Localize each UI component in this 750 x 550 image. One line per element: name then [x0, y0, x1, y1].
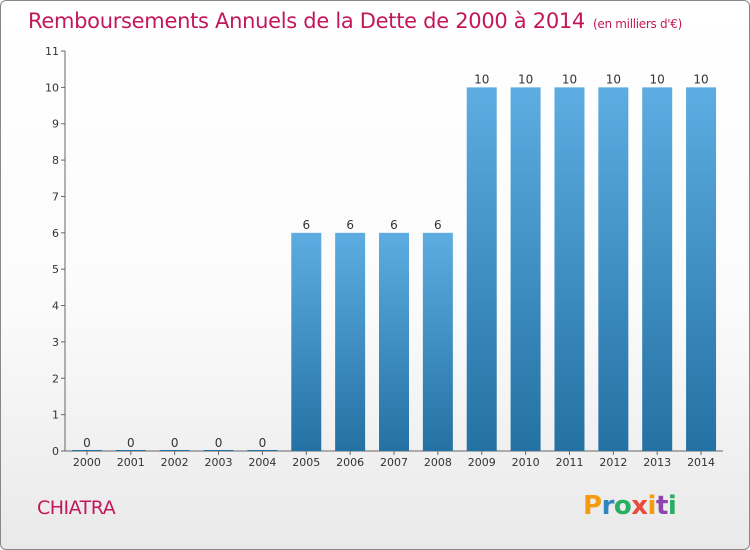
bar	[510, 87, 541, 451]
logo-letter: x	[631, 491, 648, 521]
y-tick-label: 1	[52, 409, 59, 422]
data-label: 0	[259, 436, 267, 450]
chart-axes: 0 1 2 3 4 5 6 7 8 9 10 11 2000 2001 2002 2003 2004 2005 20…	[45, 45, 723, 469]
logo-letter: i	[667, 491, 677, 521]
data-label: 0	[215, 436, 223, 450]
chart-title: Remboursements Annuels de la Dette de 20…	[28, 9, 682, 33]
logo-letter: o	[613, 491, 632, 521]
x-tick-label: 2003	[205, 456, 233, 469]
data-label: 6	[390, 218, 398, 232]
data-label: 6	[434, 218, 442, 232]
y-tick-label: 2	[52, 372, 59, 385]
x-tick-label: 2005	[292, 456, 320, 469]
bar	[159, 450, 190, 451]
logo-letter: t	[655, 491, 668, 521]
y-tick-label: 5	[52, 263, 59, 276]
x-tick-label: 2006	[336, 456, 364, 469]
x-tick-label: 2004	[248, 456, 276, 469]
x-tick-label: 2010	[512, 456, 540, 469]
bar	[203, 450, 234, 451]
x-tick-label: 2000	[73, 456, 101, 469]
x-tick-label: 2012	[599, 456, 627, 469]
data-label: 10	[474, 72, 489, 86]
y-tick-label: 6	[52, 227, 59, 240]
logo-letter: i	[647, 491, 657, 521]
bar	[422, 232, 453, 451]
x-tick-label: 2014	[687, 456, 715, 469]
x-tick-label: 2007	[380, 456, 408, 469]
bar	[379, 232, 409, 451]
x-tick-label: 2002	[161, 456, 189, 469]
y-tick-label: 8	[52, 154, 59, 167]
bar	[642, 87, 673, 451]
bar	[554, 87, 585, 451]
logo-letter: P	[583, 491, 602, 521]
x-tick-label: 2009	[468, 456, 496, 469]
bar	[598, 87, 629, 451]
bar	[686, 87, 717, 451]
data-label: 10	[518, 72, 533, 86]
data-label: 10	[693, 72, 708, 86]
data-label: 6	[346, 218, 354, 232]
proxiti-logo: Proxiti	[583, 491, 677, 521]
data-label: 0	[127, 436, 135, 450]
y-tick-label: 11	[45, 45, 59, 58]
chart-data-labels: 0 0 0 0 0 6 6 6 6 10 10 10 10 10 10	[83, 72, 709, 450]
bar	[291, 232, 322, 451]
bar	[115, 450, 146, 451]
y-tick-label: 7	[52, 190, 59, 203]
bar	[71, 450, 102, 451]
chart-title-text: Remboursements Annuels de la Dette de 20…	[28, 9, 585, 33]
bar	[466, 87, 497, 451]
x-tick-label: 2013	[643, 456, 671, 469]
bar	[247, 450, 278, 451]
x-tick-label: 2008	[424, 456, 452, 469]
chart-bars	[71, 87, 717, 451]
commune-name: CHIATRA	[37, 497, 116, 519]
data-label: 0	[83, 436, 91, 450]
data-label: 10	[606, 72, 621, 86]
y-tick-label: 4	[52, 300, 59, 313]
bar	[335, 232, 366, 451]
data-label: 0	[171, 436, 179, 450]
y-tick-label: 10	[45, 81, 59, 94]
y-tick-label: 0	[52, 445, 59, 458]
chart-unit: (en milliers d'€)	[593, 17, 683, 31]
data-label: 6	[302, 218, 310, 232]
data-label: 10	[562, 72, 577, 86]
x-tick-label: 2011	[555, 456, 583, 469]
y-tick-label: 9	[52, 118, 59, 131]
y-tick-label: 3	[52, 336, 59, 349]
logo-letter: r	[601, 491, 615, 521]
x-tick-label: 2001	[117, 456, 145, 469]
data-label: 10	[650, 72, 665, 86]
